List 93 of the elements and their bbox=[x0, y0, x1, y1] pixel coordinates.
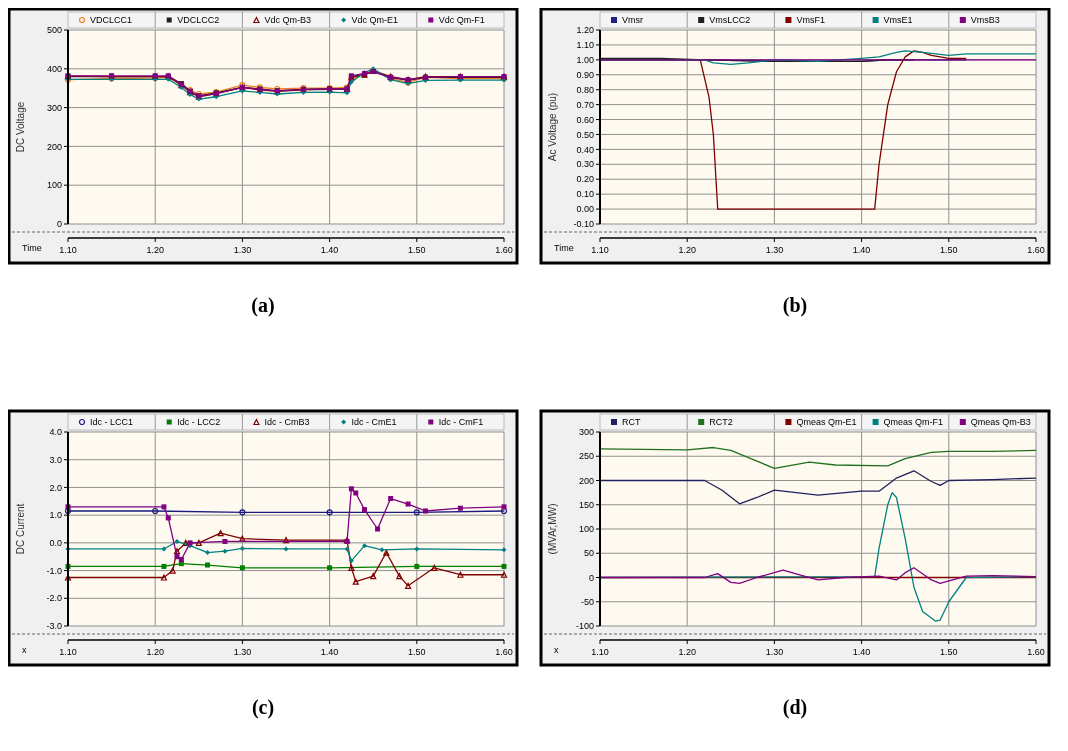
y-tick-label: 200 bbox=[578, 475, 594, 486]
x-tick-label: 1.30 bbox=[765, 245, 784, 255]
legend-label: Idc - CmF1 bbox=[438, 417, 484, 428]
y-tick-label: 3.0 bbox=[49, 454, 62, 465]
y-tick-label: 100 bbox=[46, 180, 62, 191]
y-tick-label: 0.70 bbox=[576, 99, 594, 110]
y-axis-title: DC Current bbox=[15, 503, 26, 555]
x-tick-label: 1.50 bbox=[408, 245, 426, 255]
x-tick-label: 1.50 bbox=[940, 647, 958, 657]
text: (c) bbox=[251, 696, 275, 719]
legend-label: VmsE1 bbox=[883, 15, 913, 26]
y-tick-label: 0.20 bbox=[576, 174, 594, 185]
legend-label: Vdc Qm-F1 bbox=[438, 15, 485, 26]
legend-label: Vdc Qm-E1 bbox=[351, 15, 399, 26]
x-tick-label: 1.60 bbox=[1027, 245, 1045, 255]
y-tick-label: 300 bbox=[46, 102, 62, 113]
text: (d) bbox=[782, 696, 808, 719]
x-axis-title: Time bbox=[22, 243, 42, 253]
x-tick-label: 1.20 bbox=[678, 647, 696, 657]
legend-label: VDCLCC2 bbox=[177, 15, 220, 26]
x-tick-label: 1.20 bbox=[146, 647, 164, 657]
x-tick-label: 1.40 bbox=[320, 647, 339, 657]
legend-label: Idc - CmB3 bbox=[264, 417, 310, 428]
y-tick-label: 1.0 bbox=[49, 510, 62, 521]
legend-label: VmsLCC2 bbox=[709, 15, 751, 26]
y-tick-label: 1.20 bbox=[576, 25, 594, 36]
legend-label: RCT2 bbox=[709, 417, 733, 428]
y-tick-label: 100 bbox=[578, 524, 594, 535]
y-tick-label: 0.50 bbox=[576, 129, 594, 140]
y-axis-title: DC Voltage bbox=[15, 101, 26, 153]
x-tick-label: 1.40 bbox=[320, 245, 339, 255]
x-axis-title: x bbox=[22, 645, 27, 655]
x-tick-label: 1.50 bbox=[940, 245, 958, 255]
y-tick-label: 300 bbox=[578, 427, 594, 438]
x-tick-label: 1.60 bbox=[495, 647, 513, 657]
x-tick-label: 1.10 bbox=[59, 647, 77, 657]
legend-label: VmsB3 bbox=[970, 15, 1000, 26]
x-tick-label: 1.10 bbox=[591, 647, 609, 657]
legend-label: Idc - CmE1 bbox=[351, 417, 397, 428]
x-tick-label: 1.30 bbox=[233, 245, 252, 255]
y-tick-label: 4.0 bbox=[49, 427, 62, 438]
legend-label: Vmsr bbox=[622, 15, 643, 26]
y-axis-title: Ac Voltage (pu) bbox=[547, 92, 558, 162]
x-tick-label: 1.20 bbox=[678, 245, 696, 255]
x-tick-label: 1.60 bbox=[1027, 647, 1045, 657]
text: (b) bbox=[782, 294, 808, 317]
y-tick-label: 500 bbox=[46, 25, 62, 36]
legend-label: Idc - LCC2 bbox=[177, 417, 221, 428]
x-tick-label: 1.40 bbox=[852, 647, 871, 657]
x-tick-label: 1.50 bbox=[408, 647, 426, 657]
legend-label: Vdc Qm-B3 bbox=[264, 15, 311, 26]
x-tick-label: 1.60 bbox=[495, 245, 513, 255]
legend-label: Qmeas Qm-F1 bbox=[883, 417, 944, 428]
x-tick-label: 1.10 bbox=[591, 245, 609, 255]
x-tick-label: 1.30 bbox=[233, 647, 252, 657]
y-tick-label: 0.80 bbox=[576, 84, 594, 95]
x-tick-label: 1.40 bbox=[852, 245, 871, 255]
y-tick-label: 0.0 bbox=[49, 538, 62, 549]
y-tick-label: 0.30 bbox=[576, 159, 594, 170]
y-axis-title: (MVAr,MW) bbox=[547, 503, 558, 555]
y-tick-label: 0.10 bbox=[576, 189, 594, 200]
y-tick-label: 0 bbox=[56, 219, 62, 230]
y-tick-label: 0.90 bbox=[576, 69, 594, 80]
legend-label: VmsF1 bbox=[796, 15, 825, 26]
y-tick-label: 200 bbox=[46, 141, 62, 152]
y-tick-label: 150 bbox=[578, 499, 594, 510]
legend-label: Qmeas Qm-B3 bbox=[970, 417, 1031, 428]
legend-label: RCT bbox=[622, 417, 641, 428]
x-tick-label: 1.20 bbox=[146, 245, 164, 255]
y-tick-label: -1.0 bbox=[46, 565, 62, 576]
x-axis-title: x bbox=[554, 645, 559, 655]
y-tick-label: 400 bbox=[46, 63, 62, 74]
x-axis-title: Time bbox=[554, 243, 574, 253]
y-tick-label: -0.10 bbox=[573, 219, 594, 230]
y-tick-label: -50 bbox=[580, 596, 594, 607]
y-tick-label: 1.10 bbox=[576, 40, 594, 51]
y-tick-label: 0.00 bbox=[576, 204, 594, 215]
legend-label: Qmeas Qm-E1 bbox=[796, 417, 857, 428]
x-tick-label: 1.10 bbox=[59, 245, 77, 255]
y-tick-label: 2.0 bbox=[49, 482, 62, 493]
y-tick-label: 0.60 bbox=[576, 114, 594, 125]
y-tick-label: -100 bbox=[575, 621, 594, 632]
legend-label: Idc - LCC1 bbox=[90, 417, 134, 428]
y-tick-label: -3.0 bbox=[46, 621, 62, 632]
y-tick-label: -2.0 bbox=[46, 593, 62, 604]
y-tick-label: 50 bbox=[583, 548, 594, 559]
y-tick-label: 250 bbox=[578, 451, 594, 462]
y-tick-label: 1.00 bbox=[576, 55, 594, 65]
text: (a) bbox=[251, 294, 275, 317]
x-tick-label: 1.30 bbox=[765, 647, 784, 657]
y-tick-label: 0.40 bbox=[576, 144, 594, 155]
legend-label: VDCLCC1 bbox=[90, 15, 133, 26]
y-tick-label: 0 bbox=[588, 572, 594, 583]
